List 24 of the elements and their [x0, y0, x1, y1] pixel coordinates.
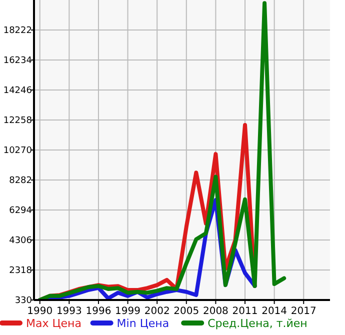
y-tick-label: 6294: [9, 206, 32, 216]
x-tick-label: 2014: [262, 306, 288, 317]
legend-label: Min Цена: [116, 317, 170, 330]
line-series: [38, 1, 286, 300]
y-tick-label: 4306: [9, 236, 32, 246]
x-tick-label: 1999: [115, 306, 141, 317]
x-tick-label: 2011: [232, 306, 258, 317]
x-tick-label: 1990: [27, 306, 53, 317]
legend-label: Сред.Цена, т.йен: [208, 317, 308, 330]
y-tick-label: 8282: [9, 176, 32, 186]
x-tick-label: 2008: [202, 306, 228, 317]
y-tick-label: 330: [14, 296, 32, 306]
x-tick-label: 1996: [86, 306, 112, 317]
y-tick-label: 2318: [9, 266, 32, 276]
x-tick-label: 2005: [174, 306, 200, 317]
x-tick-label: 2017: [290, 306, 316, 317]
y-tick-label: 10270: [3, 146, 32, 156]
y-tick-label: 14246: [3, 86, 32, 96]
x-tick-label: 2002: [144, 306, 170, 317]
y-tick-label: 18222: [3, 26, 32, 36]
x-tick-label: 1993: [56, 306, 82, 317]
y-tick-label: 16234: [3, 56, 32, 66]
legend-label: Max Цена: [26, 317, 82, 330]
y-tick-label: 12258: [3, 116, 32, 126]
